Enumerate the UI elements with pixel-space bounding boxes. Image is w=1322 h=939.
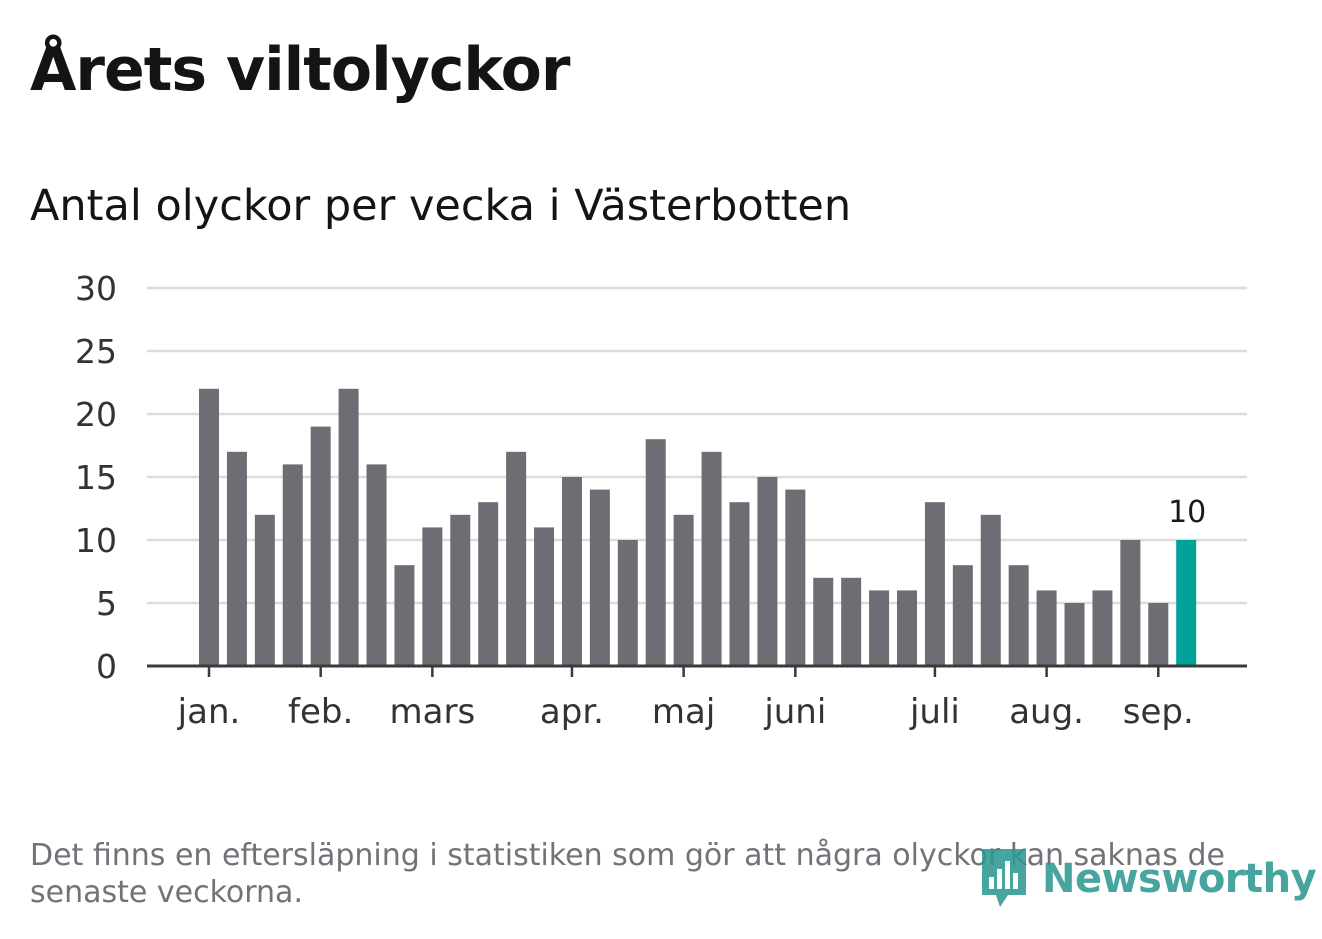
y-tick-label: 5 [96,584,117,623]
chart-subtitle: Antal olyckor per vecka i Västerbotten [30,181,852,231]
bar [813,577,834,666]
bar [422,527,443,666]
x-tick-label: feb. [288,692,353,732]
bar [534,527,555,666]
bar [310,426,331,666]
bar [506,451,527,666]
bar [450,514,471,666]
bar-chart: 0 5 10 15 20 25 30 jan. feb. mars apr. maj juni juli… [75,269,1247,732]
y-tick-label: 20 [75,395,117,434]
bar [254,514,275,666]
x-axis-labels: jan. feb. mars apr. maj juni juli aug. sep. [177,666,1194,732]
bar [338,388,359,666]
y-tick-label: 10 [75,521,117,560]
bar [226,451,247,666]
bar [366,464,387,666]
bar [1120,540,1141,666]
x-tick-label: juli [909,692,960,732]
bar [617,540,638,666]
y-tick-label: 30 [75,269,117,308]
bar [589,489,610,666]
bar [869,590,890,666]
bar [952,565,973,666]
bar [841,577,862,666]
logo-text: Newsworthy [1042,856,1317,902]
bar [1092,590,1113,666]
bar [757,477,778,666]
bar [980,514,1001,666]
y-tick-label: 0 [96,647,117,686]
bar [729,502,750,666]
annotations: 10 [1168,495,1206,530]
bar [199,388,219,666]
x-tick-label: jan. [177,692,241,732]
y-axis-labels: 0 5 10 15 20 25 30 [75,269,117,686]
bar [561,477,582,666]
bar [924,502,945,666]
bar-highlight [1176,540,1197,666]
bar-chart-speech-bubble-icon [982,849,1026,907]
bar [785,489,806,666]
bar [478,502,499,666]
bar [1008,565,1029,666]
x-tick-label: mars [390,692,476,732]
bar [282,464,303,666]
bars [199,388,1197,666]
y-tick-label: 15 [75,458,117,497]
x-tick-label: aug. [1009,692,1084,732]
bar [701,451,722,666]
x-tick-label: sep. [1123,692,1194,732]
bar [645,439,666,666]
y-tick-label: 25 [75,332,117,371]
highlight-value-label: 10 [1168,495,1206,530]
bar [1036,590,1057,666]
bar [1148,603,1169,666]
x-tick-label: juni [763,692,826,732]
x-tick-label: maj [652,692,715,732]
x-tick-label: apr. [540,692,604,732]
bar [394,565,415,666]
bar [673,514,694,666]
newsworthy-logo: Newsworthy [978,846,1317,912]
bar [897,590,917,666]
bar [1064,603,1085,666]
chart-title: Årets viltolyckor [30,35,570,105]
